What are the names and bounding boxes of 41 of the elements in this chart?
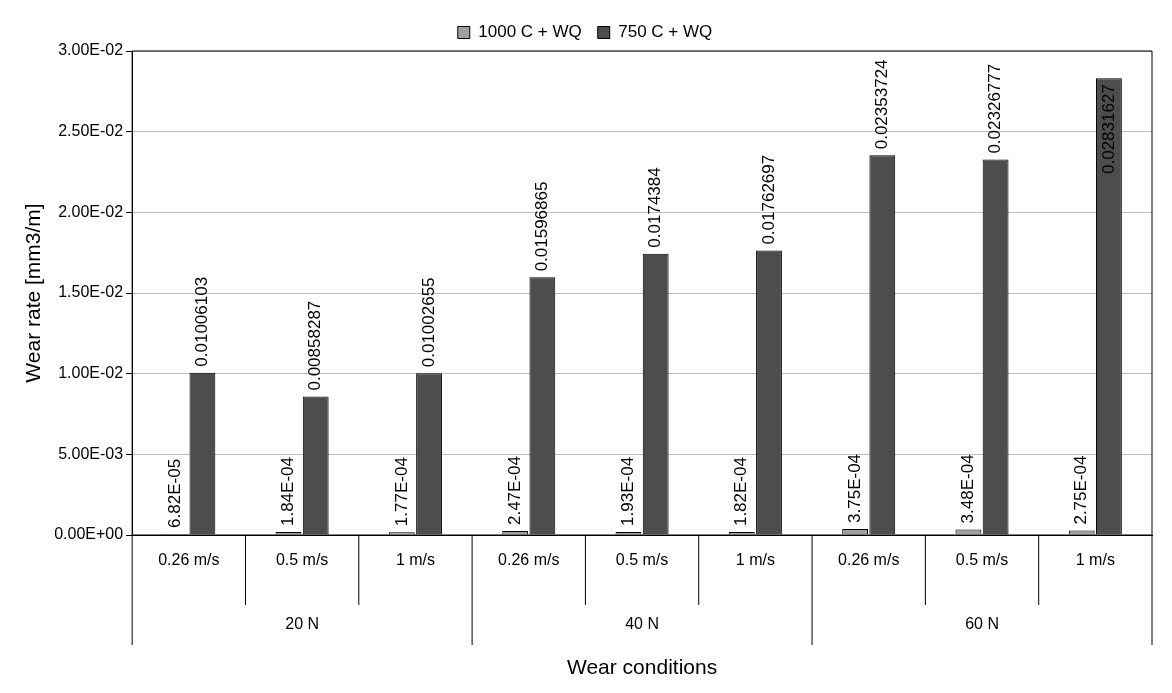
data-label: 0.01596865 xyxy=(532,181,552,272)
text: 40 N xyxy=(625,615,659,633)
x-tick-label: 0.5 m/s xyxy=(615,551,669,569)
y-tick-label: 2.00E-02 xyxy=(58,202,124,220)
data-label: 6.82E-05 xyxy=(164,458,184,528)
y-axis-title: Wear rate [mm3/m] xyxy=(21,203,45,383)
data-label: 0.01002655 xyxy=(418,277,438,368)
data-label: 0.02353724 xyxy=(871,59,891,150)
x-tick-label: 0.26 m/s xyxy=(158,551,220,569)
data-label: 3.48E-04 xyxy=(958,454,978,524)
data-label: 0.02326777 xyxy=(985,63,1005,154)
x-tick-label: 1 m/s xyxy=(395,551,436,569)
data-label: 2.47E-04 xyxy=(504,456,524,526)
x-tick-label: 0.5 m/s xyxy=(275,551,329,569)
x-tick-label: 0.26 m/s xyxy=(838,551,900,569)
y-tick-label: 2.50E-02 xyxy=(58,122,124,140)
data-label: 0.01762697 xyxy=(758,154,778,245)
text: 20 N xyxy=(285,615,320,633)
x-tick-label: 0.5 m/s xyxy=(955,551,1009,569)
data-label: 1.82E-04 xyxy=(731,457,751,527)
data-label: 1.77E-04 xyxy=(391,457,411,527)
legend-label: 1000 C + WQ xyxy=(478,22,582,42)
data-label: 0.00858287 xyxy=(305,300,325,391)
y-tick-label: 3.00E-02 xyxy=(58,41,124,59)
x-axis-title: Wear conditions xyxy=(566,655,718,679)
y-tick-label: 1.50E-02 xyxy=(58,283,124,301)
y-tick-label: 0.00E+00 xyxy=(54,525,124,543)
x-tick-label: 1 m/s xyxy=(1075,551,1115,569)
data-label: 0.01006103 xyxy=(192,276,212,367)
data-label: 3.75E-04 xyxy=(844,453,864,523)
y-tick-label: 5.00E-03 xyxy=(58,444,124,462)
data-label: 2.75E-04 xyxy=(1071,455,1091,525)
text: 60 N xyxy=(965,615,999,633)
data-label: 1.93E-04 xyxy=(618,456,638,526)
y-tick-label: 1.00E-02 xyxy=(58,364,124,382)
data-label: 0.0174384 xyxy=(645,167,665,248)
x-tick-label: 0.26 m/s xyxy=(498,551,560,569)
data-label: 0.02831627 xyxy=(1098,84,1118,174)
legend-label: 750 C + WQ xyxy=(618,22,713,42)
data-label: 1.84E-04 xyxy=(278,457,298,527)
x-tick-label: 1 m/s xyxy=(735,551,775,569)
